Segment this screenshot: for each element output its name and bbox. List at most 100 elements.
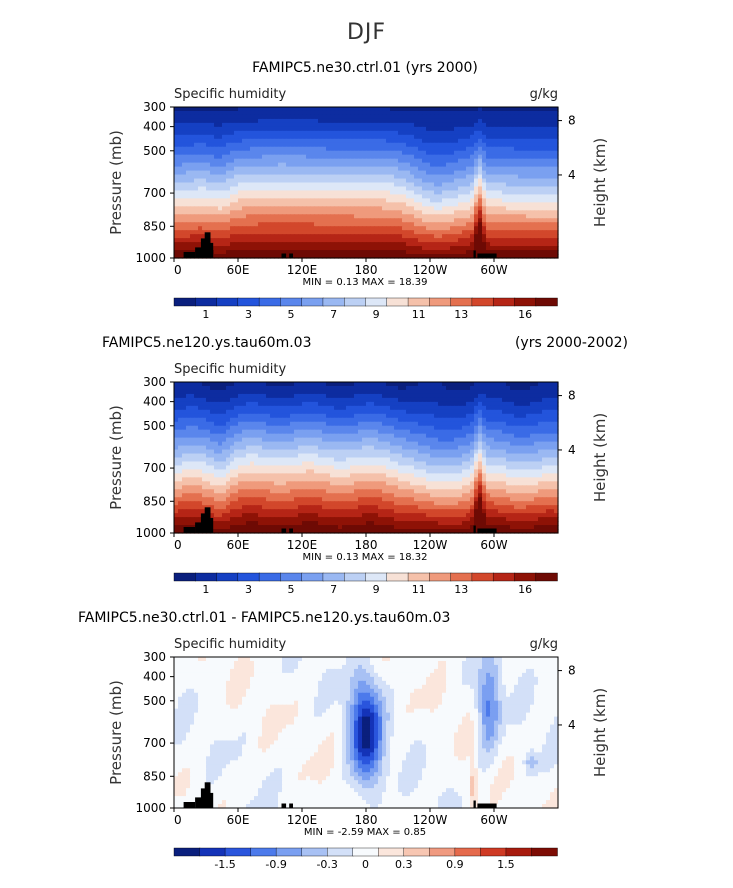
- heatmap-cell: [374, 393, 379, 399]
- heatmap-cell: [174, 246, 179, 251]
- heatmap-cell: [318, 242, 323, 247]
- heatmap-cell: [206, 182, 211, 188]
- heatmap-cell: [414, 218, 419, 223]
- heatmap-cell: [190, 198, 195, 203]
- heatmap-cell: [278, 107, 283, 112]
- heatmap-cell: [362, 114, 367, 120]
- heatmap-cell: [526, 401, 531, 407]
- heatmap-cell: [230, 206, 235, 211]
- heatmap-cell: [446, 222, 451, 227]
- heatmap-cell: [214, 186, 219, 192]
- heatmap-cell: [238, 130, 243, 136]
- y-tick-label: 500: [143, 144, 166, 158]
- heatmap-cell: [186, 226, 191, 231]
- heatmap-cell: [286, 429, 291, 435]
- heatmap-cell: [382, 202, 387, 207]
- heatmap-cell: [266, 409, 271, 415]
- heatmap-cell: [202, 186, 207, 192]
- heatmap-cell: [306, 230, 311, 235]
- heatmap-cell: [310, 134, 315, 140]
- heatmap-cell: [198, 118, 203, 124]
- heatmap-cell: [382, 222, 387, 227]
- heatmap-cell: [362, 166, 367, 172]
- heatmap-cell: [526, 393, 531, 399]
- heatmap-cell: [198, 154, 203, 160]
- heatmap-cell: [402, 194, 407, 199]
- heatmap-cell: [258, 130, 263, 136]
- heatmap-cell: [270, 186, 275, 192]
- heatmap-cell: [354, 170, 359, 176]
- heatmap-cell: [462, 198, 467, 203]
- heatmap-cell: [318, 250, 323, 255]
- heatmap-cell: [250, 214, 255, 219]
- heatmap-cell: [406, 158, 411, 164]
- heatmap-cell: [554, 382, 559, 387]
- heatmap-cell: [194, 382, 199, 387]
- heatmap-cell: [522, 254, 527, 259]
- heatmap-cell: [470, 146, 475, 152]
- heatmap-cell: [218, 174, 223, 180]
- heatmap-cell: [482, 214, 487, 219]
- heatmap-cell: [198, 138, 203, 144]
- heatmap-cell: [498, 138, 503, 144]
- heatmap-cell: [242, 242, 247, 247]
- heatmap-cell: [498, 405, 503, 411]
- heatmap-cell: [246, 214, 251, 219]
- heatmap-cell: [470, 250, 475, 255]
- heatmap-cell: [362, 198, 367, 203]
- heatmap-cell: [522, 246, 527, 251]
- heatmap-cell: [342, 234, 347, 239]
- heatmap-cell: [490, 393, 495, 399]
- heatmap-cell: [254, 242, 259, 247]
- heatmap-cell: [538, 154, 543, 160]
- heatmap-cell: [510, 130, 515, 136]
- heatmap-cell: [290, 393, 295, 399]
- heatmap-cell: [310, 382, 315, 387]
- heatmap-cell: [418, 226, 423, 231]
- heatmap-cell: [450, 107, 455, 112]
- heatmap-cell: [274, 429, 279, 435]
- heatmap-cell: [534, 429, 539, 435]
- heatmap-cell: [218, 246, 223, 251]
- heatmap-cell: [246, 234, 251, 239]
- heatmap-cell: [474, 222, 479, 227]
- heatmap-cell: [314, 230, 319, 235]
- heatmap-cell: [482, 206, 487, 211]
- heatmap-cell: [242, 421, 247, 427]
- heatmap-cell: [494, 421, 499, 427]
- heatmap-cell: [362, 126, 367, 132]
- heatmap-cell: [234, 385, 239, 391]
- heatmap-cell: [198, 126, 203, 132]
- heatmap-cell: [506, 425, 511, 431]
- heatmap-cell: [430, 206, 435, 211]
- heatmap-cell: [234, 138, 239, 144]
- heatmap-cell: [542, 107, 547, 112]
- heatmap-cell: [318, 118, 323, 124]
- heatmap-cell: [194, 122, 199, 128]
- heatmap-cell: [246, 405, 251, 411]
- heatmap-cell: [294, 234, 299, 239]
- heatmap-cell: [374, 114, 379, 120]
- heatmap-cell: [510, 397, 515, 403]
- heatmap-cell: [378, 210, 383, 215]
- heatmap-cell: [506, 198, 511, 203]
- heatmap-cell: [550, 206, 555, 211]
- heatmap-cell: [422, 421, 427, 427]
- heatmap-cell: [450, 238, 455, 243]
- heatmap-cell: [234, 405, 239, 411]
- heatmap-cell: [354, 194, 359, 199]
- heatmap-cell: [442, 162, 447, 168]
- heatmap-cell: [346, 242, 351, 247]
- heatmap-cell: [198, 417, 203, 423]
- heatmap-cell: [374, 190, 379, 196]
- heatmap-cell: [302, 150, 307, 156]
- heatmap-cell: [254, 254, 259, 259]
- heatmap-cell: [286, 134, 291, 140]
- heatmap-cell: [310, 206, 315, 211]
- heatmap-cell: [542, 413, 547, 419]
- heatmap-cell: [310, 114, 315, 120]
- heatmap-cell: [302, 417, 307, 423]
- heatmap-cell: [414, 138, 419, 144]
- heatmap-cell: [322, 178, 327, 184]
- heatmap-cell: [406, 222, 411, 227]
